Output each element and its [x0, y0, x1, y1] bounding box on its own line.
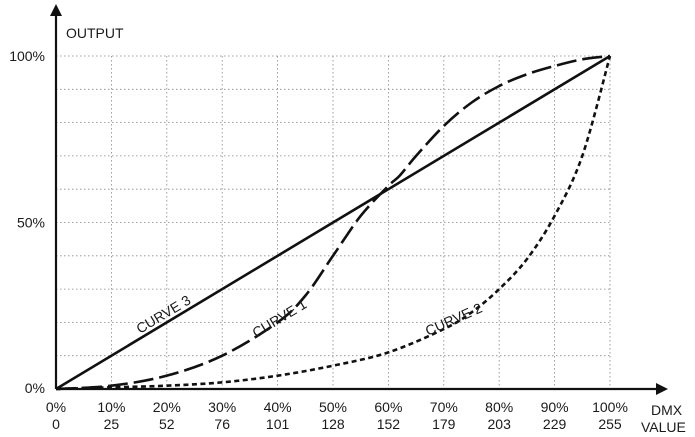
x-tick-label-dmx: 0 — [52, 416, 60, 432]
curve-3-line — [55, 54, 611, 391]
y-axis-title: OUTPUT — [66, 25, 124, 41]
x-tick-label-dmx: 229 — [543, 416, 567, 432]
y-tick-label: 0% — [25, 380, 45, 396]
x-tick-label-percent: 80% — [485, 399, 513, 415]
x-tick-label-dmx: 179 — [432, 416, 456, 432]
x-tick-label-percent: 0% — [46, 399, 66, 415]
x-tick-label-percent: 60% — [374, 399, 402, 415]
curve-1-line — [55, 54, 611, 391]
curves — [55, 54, 612, 391]
x-tick-label-dmx: 76 — [214, 416, 230, 432]
x-tick-label-dmx: 128 — [321, 416, 345, 432]
y-tick-label: 100% — [9, 48, 45, 64]
x-tick-label-percent: 70% — [430, 399, 458, 415]
grid — [56, 55, 611, 389]
x-tick-label-dmx: 152 — [377, 416, 401, 432]
x-tick-label-percent: 40% — [264, 399, 292, 415]
x-axis-title-line2: VALUE — [641, 419, 686, 435]
x-tick-label-percent: 50% — [319, 399, 347, 415]
x-axis-title-line1: DMX — [651, 402, 683, 418]
curve-3-label: CURVE 3 — [133, 292, 193, 337]
x-tick-label-percent: 100% — [592, 399, 628, 415]
curve-1-label: CURVE 1 — [249, 296, 309, 341]
y-tick-label: 50% — [17, 215, 45, 231]
x-tick-label-percent: 10% — [97, 399, 125, 415]
x-tick-label-percent: 90% — [541, 399, 569, 415]
x-tick-label-percent: 30% — [208, 399, 236, 415]
x-tick-label-dmx: 101 — [266, 416, 290, 432]
curve-2-line — [55, 55, 612, 391]
x-axis-arrow — [656, 383, 668, 395]
x-tick-label-dmx: 203 — [488, 416, 512, 432]
y-axis-arrow — [50, 4, 62, 16]
x-tick-label-dmx: 25 — [104, 416, 120, 432]
x-tick-label-dmx: 255 — [598, 416, 622, 432]
axes — [50, 4, 668, 395]
tick-labels: 0%010%2520%5230%7640%10150%12860%15270%1… — [9, 48, 628, 432]
x-tick-label-percent: 20% — [153, 399, 181, 415]
curve-2-label: CURVE 2 — [423, 299, 485, 338]
x-tick-label-dmx: 52 — [159, 416, 175, 432]
